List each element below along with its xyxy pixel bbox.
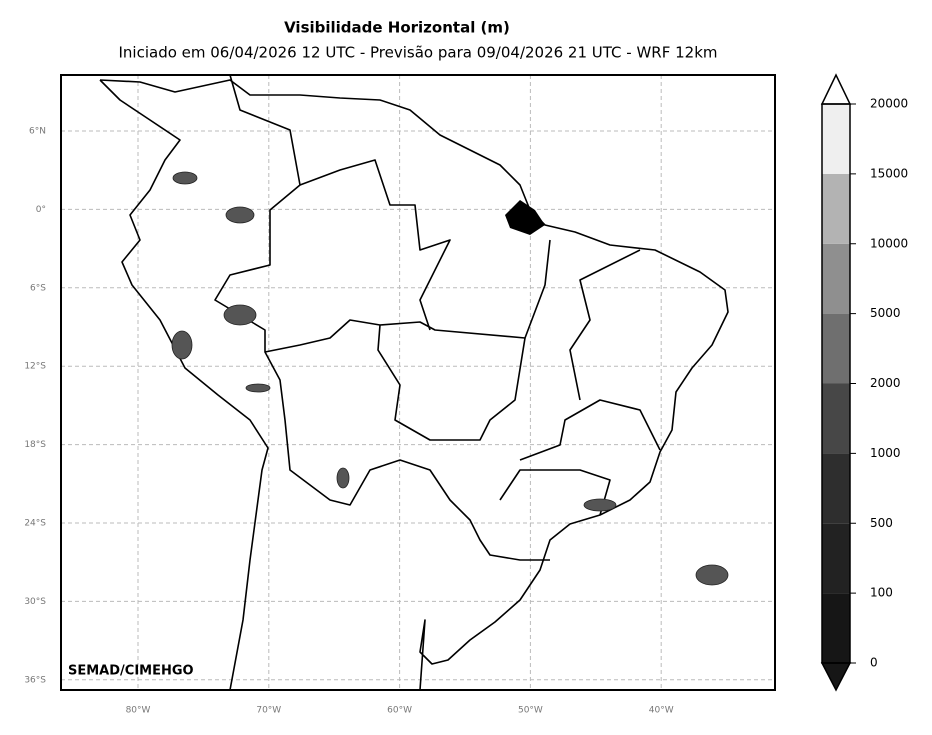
- colorbar-segment: [822, 173, 850, 244]
- low-visibility-area: [336, 467, 350, 489]
- colorbar-tick-label: 500: [870, 516, 893, 530]
- lat-label: 6°N: [29, 127, 46, 137]
- border: [299, 159, 451, 331]
- subtitle: Iniciado em 06/04/2026 12 UTC - Previsão…: [118, 44, 717, 62]
- coastline: [99, 79, 729, 691]
- low-visibility-area: [583, 498, 617, 512]
- visibility-field: [171, 171, 729, 586]
- lon-label: 80°W: [126, 706, 151, 716]
- title: Visibilidade Horizontal (m): [284, 19, 510, 37]
- graticule: [61, 75, 775, 690]
- colorbar-tick-label: 15000: [870, 166, 908, 180]
- colorbar-tick-label: 5000: [870, 306, 901, 320]
- colorbar-segment: [822, 453, 850, 524]
- colorbar-tick-label: 0: [870, 656, 878, 670]
- low-visibility-area: [223, 304, 257, 326]
- colorbar-tick-label: 20000: [870, 97, 908, 111]
- low-visibility-area: [172, 171, 198, 185]
- border: [214, 74, 551, 353]
- lon-label: 60°W: [387, 706, 412, 716]
- colorbar-tick-label: 1000: [870, 446, 901, 460]
- colorbar-segment: [822, 523, 850, 594]
- low-visibility-area: [171, 330, 193, 360]
- lat-label: 6°S: [30, 283, 46, 293]
- map-frame: [60, 74, 776, 691]
- colorbar-extend-min: [820, 662, 852, 692]
- border: [264, 351, 550, 561]
- lon-label: 40°W: [649, 706, 674, 716]
- lat-label: 24°S: [24, 519, 46, 529]
- lat-label: 36°S: [24, 675, 46, 685]
- colorbar-segment: [822, 243, 850, 314]
- colorbar: 0 100 500 1000 2000 5000 10000 15000 20000: [820, 73, 908, 692]
- credit: SEMAD/CIMEHGO: [68, 664, 194, 679]
- coastline-west: [99, 79, 269, 691]
- colorbar-extend-max: [820, 73, 852, 105]
- amazon-delta: [505, 200, 545, 235]
- colorbar-segment: [822, 593, 850, 663]
- border: [519, 399, 661, 461]
- lat-label: 0°: [36, 205, 46, 215]
- map-outline: [99, 74, 729, 691]
- colorbar-tick-label: 2000: [870, 376, 901, 390]
- border: [377, 324, 526, 441]
- border: [569, 249, 641, 401]
- colorbar-tick-label: 10000: [870, 236, 908, 250]
- colorbar-segment: [822, 104, 850, 174]
- lon-label: 50°W: [518, 706, 543, 716]
- low-visibility-area: [225, 206, 255, 224]
- colorbar-tick-label: 100: [870, 586, 893, 600]
- lon-label: 70°W: [256, 706, 281, 716]
- colorbar-segment: [822, 313, 850, 384]
- low-visibility-area: [695, 564, 729, 586]
- colorbar-segment: [822, 383, 850, 454]
- low-visibility-area: [245, 383, 271, 393]
- border: [499, 469, 611, 516]
- lat-label: 12°S: [24, 362, 46, 372]
- lat-label: 18°S: [24, 440, 46, 450]
- lat-label: 30°S: [24, 597, 46, 607]
